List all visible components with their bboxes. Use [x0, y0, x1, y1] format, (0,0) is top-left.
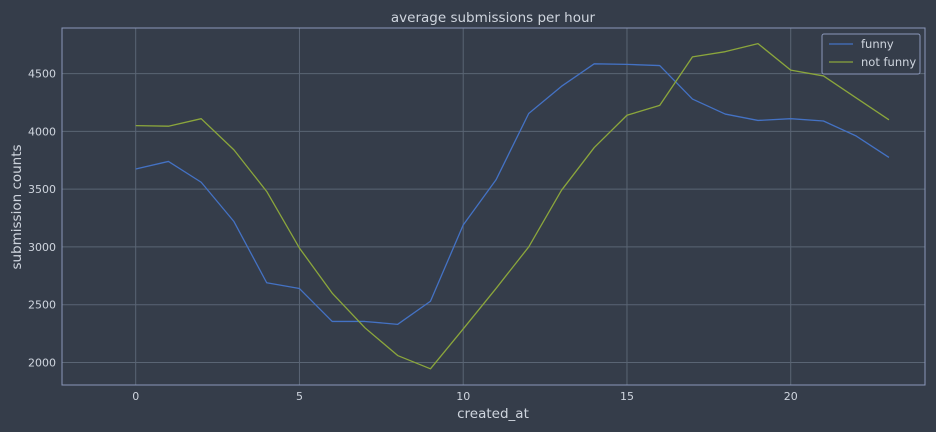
x-axis-label: created_at: [457, 406, 529, 422]
y-axis-label: submission counts: [9, 144, 25, 269]
y-tick-label: 3000: [28, 241, 56, 254]
x-tick-label: 10: [456, 390, 470, 403]
x-tick-label: 20: [784, 390, 798, 403]
y-tick-label: 4000: [28, 125, 56, 138]
series-layer: [135, 42, 890, 370]
grid: [62, 28, 925, 385]
legend: funny not funny: [821, 33, 921, 75]
chart-title: average submissions per hour: [391, 10, 596, 26]
x-tick-label: 5: [296, 390, 303, 403]
y-tick-label: 2000: [28, 356, 56, 369]
y-tick-label: 4500: [28, 68, 56, 81]
series-line-not-funny: [135, 42, 890, 370]
legend-label-not-funny: not funny: [861, 55, 916, 69]
x-tick-label: 15: [620, 390, 634, 403]
x-tick-label: 0: [132, 390, 139, 403]
series-line-funny: [135, 63, 890, 325]
legend-label-funny: funny: [861, 37, 894, 51]
tick-labels: 0 5 10 15 20 2000 2500 3000 3500 4000 4500: [28, 68, 798, 403]
y-tick-label: 2500: [28, 299, 56, 312]
plot-area-frame: [61, 27, 926, 386]
y-tick-label: 3500: [28, 183, 56, 196]
